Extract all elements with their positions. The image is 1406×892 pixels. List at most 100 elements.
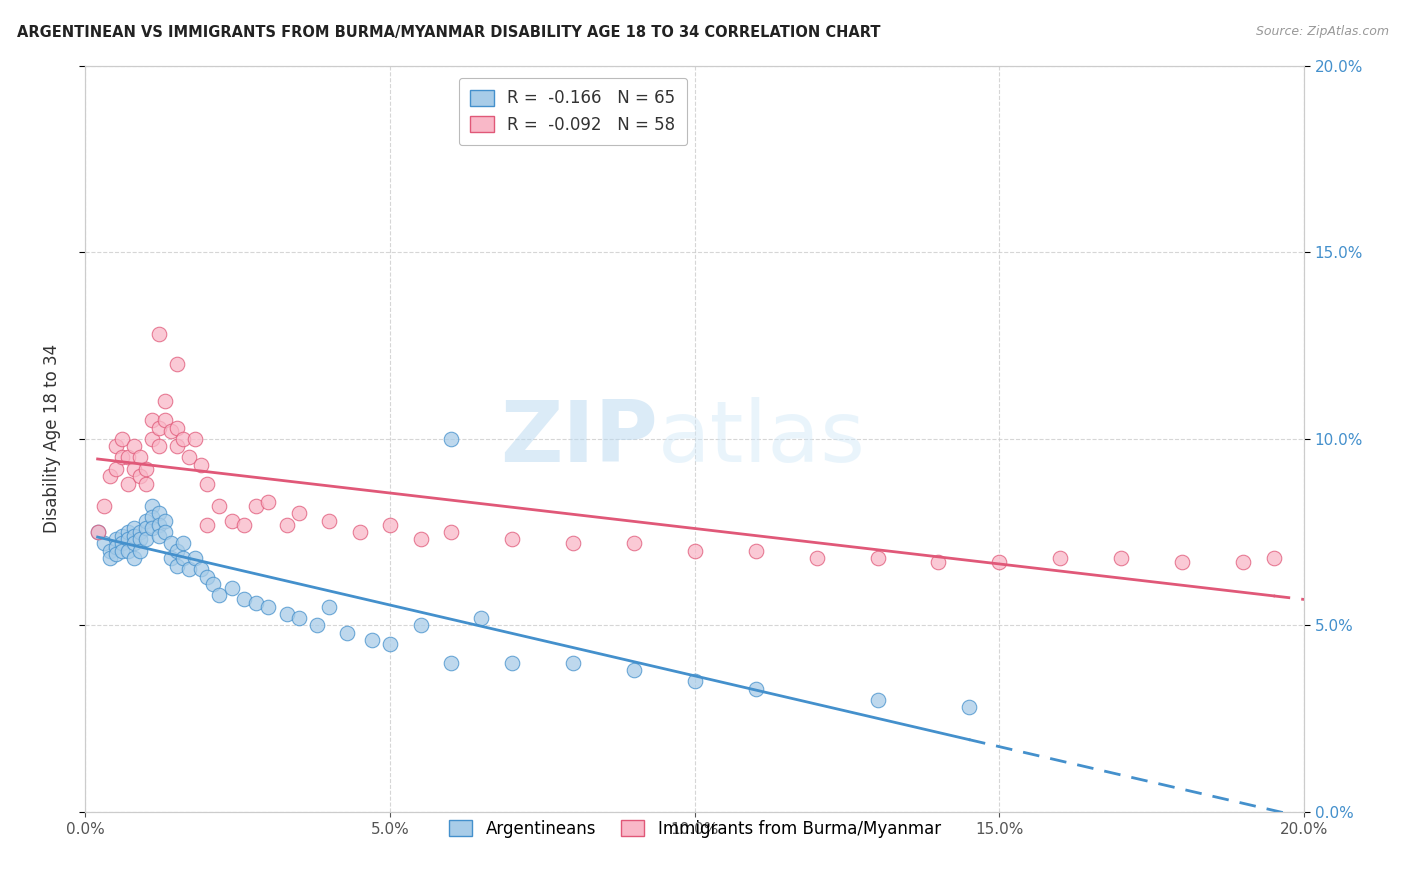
Point — [988, 555, 1011, 569]
Point — [501, 533, 523, 547]
Point — [172, 536, 194, 550]
Point — [349, 524, 371, 539]
Point — [440, 432, 463, 446]
Point — [153, 413, 176, 427]
Point — [257, 495, 280, 509]
Point — [195, 570, 218, 584]
Point — [111, 432, 134, 446]
Point — [166, 543, 188, 558]
Point — [287, 507, 309, 521]
Point — [166, 420, 188, 434]
Point — [957, 700, 980, 714]
Point — [166, 558, 188, 573]
Point — [177, 450, 200, 465]
Point — [153, 524, 176, 539]
Point — [86, 524, 108, 539]
Point — [166, 357, 188, 371]
Point — [111, 543, 134, 558]
Point — [360, 633, 382, 648]
Point — [141, 432, 163, 446]
Point — [98, 551, 121, 566]
Point — [806, 551, 828, 566]
Point — [129, 543, 152, 558]
Text: ZIP: ZIP — [501, 397, 658, 480]
Text: ARGENTINEAN VS IMMIGRANTS FROM BURMA/MYANMAR DISABILITY AGE 18 TO 34 CORRELATION: ARGENTINEAN VS IMMIGRANTS FROM BURMA/MYA… — [17, 25, 880, 40]
Point — [129, 533, 152, 547]
Point — [305, 618, 328, 632]
Point — [93, 499, 115, 513]
Point — [141, 521, 163, 535]
Point — [221, 514, 243, 528]
Point — [195, 476, 218, 491]
Point — [172, 551, 194, 566]
Point — [122, 439, 145, 453]
Point — [104, 533, 127, 547]
Point — [98, 469, 121, 483]
Point — [378, 517, 401, 532]
Point — [122, 461, 145, 475]
Point — [172, 432, 194, 446]
Point — [122, 521, 145, 535]
Point — [98, 543, 121, 558]
Point — [122, 529, 145, 543]
Point — [148, 529, 170, 543]
Point — [141, 499, 163, 513]
Point — [135, 514, 157, 528]
Point — [111, 536, 134, 550]
Point — [148, 517, 170, 532]
Point — [141, 510, 163, 524]
Point — [287, 611, 309, 625]
Point — [1263, 551, 1285, 566]
Point — [683, 543, 706, 558]
Point — [117, 543, 139, 558]
Point — [1111, 551, 1133, 566]
Point — [184, 432, 207, 446]
Point — [202, 577, 225, 591]
Point — [153, 394, 176, 409]
Point — [744, 681, 766, 696]
Point — [208, 589, 231, 603]
Point — [122, 551, 145, 566]
Point — [93, 536, 115, 550]
Point — [104, 548, 127, 562]
Point — [1171, 555, 1194, 569]
Point — [148, 327, 170, 342]
Point — [117, 524, 139, 539]
Point — [232, 592, 254, 607]
Point — [440, 656, 463, 670]
Point — [159, 536, 181, 550]
Point — [141, 413, 163, 427]
Point — [470, 611, 492, 625]
Point — [111, 529, 134, 543]
Point — [135, 533, 157, 547]
Point — [111, 450, 134, 465]
Text: Source: ZipAtlas.com: Source: ZipAtlas.com — [1256, 25, 1389, 38]
Point — [153, 514, 176, 528]
Point — [440, 524, 463, 539]
Point — [866, 551, 889, 566]
Point — [177, 562, 200, 576]
Point — [866, 693, 889, 707]
Point — [117, 476, 139, 491]
Point — [117, 533, 139, 547]
Point — [104, 540, 127, 554]
Point — [232, 517, 254, 532]
Point — [318, 599, 340, 614]
Point — [117, 450, 139, 465]
Point — [148, 439, 170, 453]
Point — [86, 524, 108, 539]
Point — [104, 439, 127, 453]
Point — [104, 461, 127, 475]
Point — [561, 536, 583, 550]
Point — [195, 517, 218, 532]
Point — [135, 476, 157, 491]
Point — [129, 469, 152, 483]
Point — [190, 458, 212, 472]
Point — [135, 461, 157, 475]
Point — [148, 507, 170, 521]
Point — [135, 521, 157, 535]
Point — [744, 543, 766, 558]
Point — [561, 656, 583, 670]
Point — [623, 663, 645, 677]
Point — [166, 439, 188, 453]
